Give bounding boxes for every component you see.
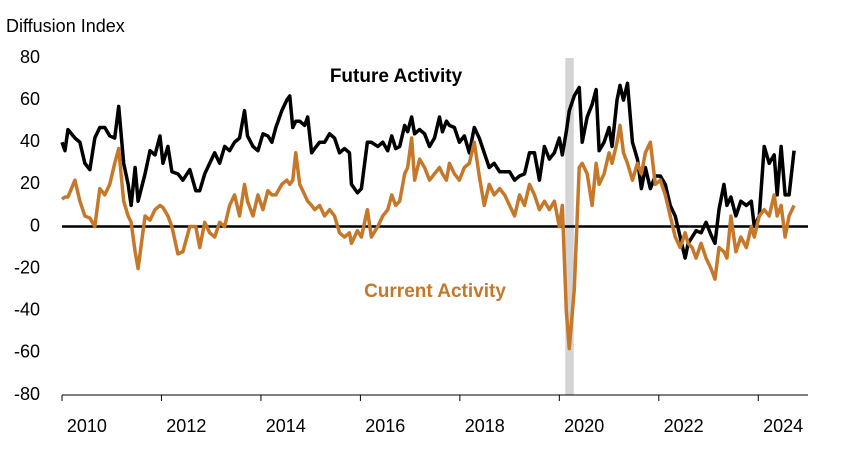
x-tick-label: 2020 [564, 416, 604, 436]
x-tick-label: 2022 [664, 416, 704, 436]
y-tick-label: 40 [20, 131, 40, 151]
y-tick-label: 0 [30, 215, 40, 235]
y-tick-label: 80 [20, 47, 40, 67]
annotation: Current Activity [364, 281, 506, 302]
x-tick-label: 2024 [763, 416, 803, 436]
x-tick-label: 2016 [365, 416, 405, 436]
y-tick-label: -60 [14, 342, 40, 362]
y-tick-label: 60 [20, 89, 40, 109]
y-tick-label: -40 [14, 300, 40, 320]
y-tick-label: -20 [14, 257, 40, 277]
series-line [60, 81, 796, 260]
x-tick-label: 2014 [266, 416, 306, 436]
y-tick-label: 20 [20, 173, 40, 193]
x-tick-label: 2010 [67, 416, 107, 436]
annotation: Future Activity [330, 66, 463, 87]
x-tick-label: 2018 [465, 416, 505, 436]
y-axis-label: Diffusion Index [6, 16, 125, 36]
series-line [60, 123, 796, 351]
y-tick-label: -80 [14, 384, 40, 404]
x-tick-label: 2012 [166, 416, 206, 436]
